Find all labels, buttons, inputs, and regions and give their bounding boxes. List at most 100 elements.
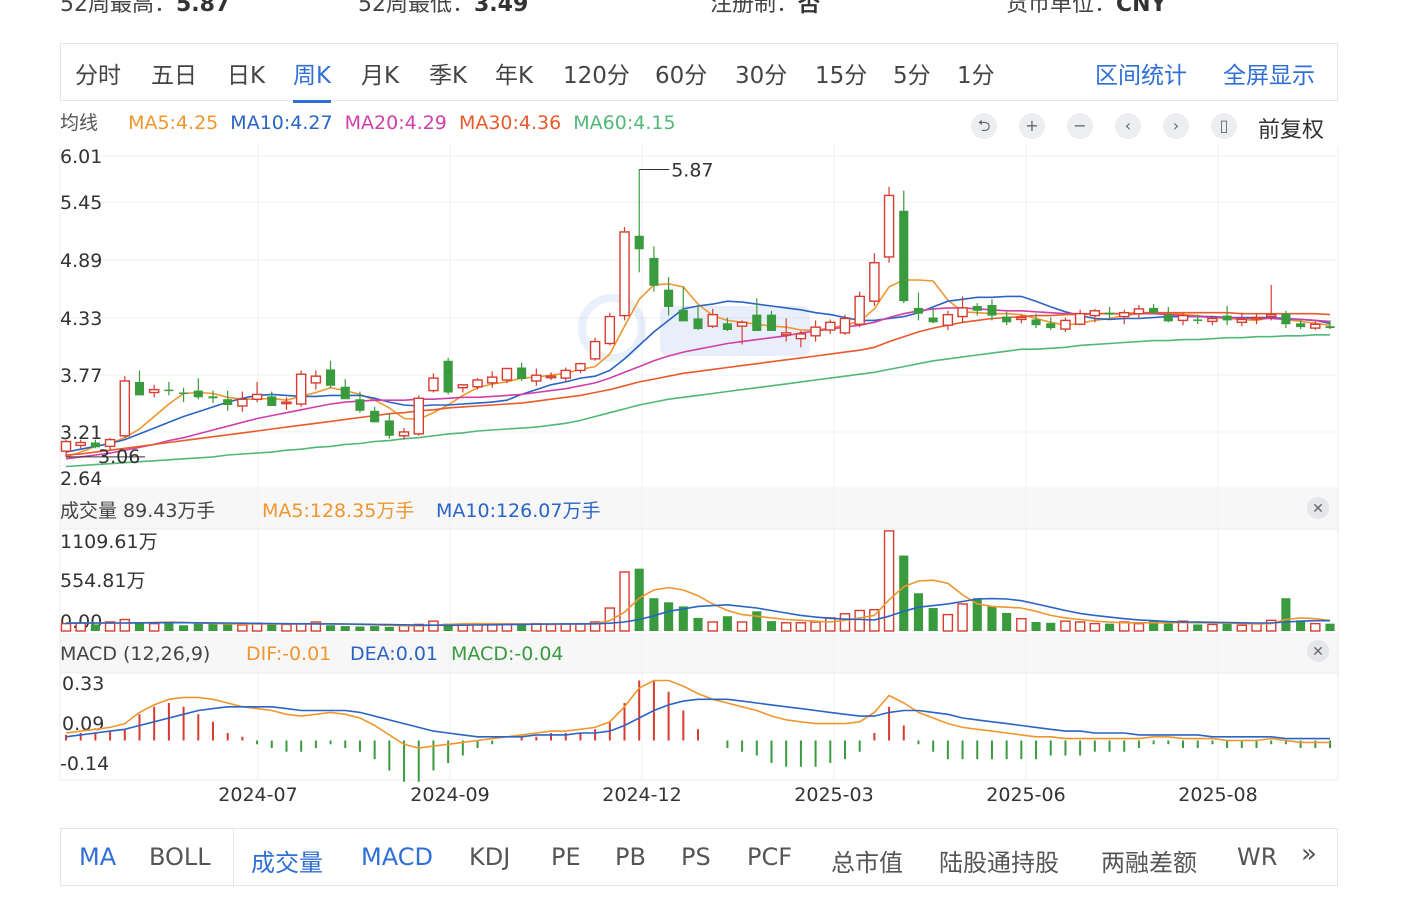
chevron-right-icon[interactable]: › (1163, 113, 1189, 139)
volume-bar (1193, 624, 1203, 631)
candle-body (134, 381, 145, 396)
macd-header-bg (60, 633, 1338, 673)
indicator-kdj[interactable]: KDJ (469, 843, 511, 871)
candle-body (148, 388, 160, 394)
volume-bar (795, 622, 807, 632)
price-tick: 3.21 (60, 422, 102, 444)
adjust-type-button[interactable]: 前复权 (1258, 118, 1325, 143)
indicator-boll[interactable]: BOLL (149, 843, 211, 871)
volume-bar (810, 621, 821, 632)
volume-bar (1163, 623, 1173, 631)
volume-bar (1281, 598, 1291, 631)
top-info-row: 52周最高：5.87 52周最低：3.49 注册制：否 货币单位：CNY (0, 0, 1416, 17)
volume-bar (1104, 623, 1115, 631)
indicator-northbound-holding[interactable]: 陆股通持股 (939, 849, 1059, 877)
volume-bar (1325, 623, 1335, 631)
candle-body (1207, 317, 1218, 323)
candle-body (1089, 310, 1101, 317)
volume-bar (619, 571, 630, 632)
volume-bar (1177, 620, 1189, 632)
period-tab-bar: 分时 五日 日K 周K 月K 季K 年K 120分 60分 30分 15分 5分… (60, 43, 1338, 103)
candle-body (1133, 308, 1145, 315)
tab-60min[interactable]: 60分 (655, 63, 708, 89)
ma-legend: 均线 MA5:4.25 MA10:4.27 MA20:4.29 MA30:4.3… (60, 108, 682, 136)
tab-five-day[interactable]: 五日 (151, 63, 197, 89)
volume-bar (517, 624, 527, 631)
tab-5min[interactable]: 5分 (893, 63, 931, 89)
candle-body (355, 399, 365, 411)
indicator-wr[interactable]: WR (1237, 843, 1278, 871)
indicator-ps[interactable]: PS (681, 843, 711, 871)
indicator-ma[interactable]: MA (79, 843, 117, 871)
candle-body (634, 235, 644, 250)
indicator-margin-balance[interactable]: 两融差额 (1101, 849, 1197, 877)
info-registration: 注册制：否 (710, 0, 821, 17)
volume-bar (604, 607, 616, 632)
candle-body (913, 307, 924, 314)
zoom-out-icon[interactable]: − (1067, 113, 1093, 139)
candle-body (972, 305, 982, 311)
candle-body (104, 438, 116, 448)
close-volume-icon[interactable]: ✕ (1307, 497, 1329, 519)
tab-15min[interactable]: 15分 (815, 63, 868, 89)
volume-bar (75, 622, 86, 632)
candle-body (766, 314, 777, 331)
candle-icon[interactable]: ▯ (1211, 113, 1237, 139)
tab-year-k[interactable]: 年K (495, 63, 534, 89)
x-tick: 2024-07 (218, 784, 297, 806)
candle-body (722, 323, 732, 331)
undo-icon[interactable]: ⮌ (971, 113, 997, 139)
indicator-pb[interactable]: PB (615, 843, 646, 871)
macd-tick: -0.14 (60, 753, 109, 775)
candle-body (928, 317, 938, 323)
candle-body (883, 194, 895, 258)
tab-day-k[interactable]: 日K (227, 63, 266, 89)
candle-body (649, 257, 659, 286)
macd-dea: DEA:0.01 (350, 643, 438, 665)
candle-body (1251, 316, 1262, 320)
ma30-value: MA30:4.36 (458, 112, 562, 134)
tab-minute[interactable]: 分时 (75, 63, 121, 89)
candle-body (179, 392, 189, 395)
candle-body (295, 373, 307, 405)
volume-header-bg (60, 489, 1338, 529)
price-tick: 4.33 (60, 308, 102, 330)
macd-plot (65, 679, 1331, 782)
ma20-value: MA20:4.29 (344, 112, 447, 134)
macd-legend-title: MACD (12,26,9) (60, 643, 210, 665)
price-tick: 4.89 (60, 250, 102, 272)
volume-bar (134, 622, 145, 631)
tab-quarter-k[interactable]: 季K (429, 63, 468, 89)
volume-bar (1310, 622, 1321, 632)
volume-bar (1265, 619, 1277, 632)
zoom-in-icon[interactable]: + (1019, 113, 1045, 139)
candle-body (604, 315, 616, 345)
indicator-pe[interactable]: PE (551, 843, 581, 871)
indicator-pcf[interactable]: PCF (747, 843, 793, 871)
close-macd-icon[interactable]: ✕ (1307, 640, 1329, 662)
tab-1min[interactable]: 1分 (957, 63, 995, 89)
volume-bar (310, 621, 322, 632)
fullscreen-link[interactable]: 全屏显示 (1223, 63, 1315, 89)
volume-bar (1060, 620, 1071, 632)
double-chevron-right-icon[interactable]: » (1301, 839, 1317, 869)
indicator-macd[interactable]: MACD (361, 843, 433, 871)
volume-bar (707, 621, 718, 632)
indicator-market-cap[interactable]: 总市值 (831, 849, 903, 877)
volume-bar (326, 625, 336, 631)
tab-week-k[interactable]: 周K (293, 56, 332, 103)
candle-body (486, 376, 498, 384)
chevron-left-icon[interactable]: ‹ (1115, 113, 1141, 139)
candle-body (1177, 314, 1189, 322)
interval-stats-link[interactable]: 区间统计 (1095, 63, 1187, 89)
tab-month-k[interactable]: 月K (361, 63, 400, 89)
volume-bar (972, 598, 982, 631)
candle-body (326, 369, 336, 386)
tab-120min[interactable]: 120分 (563, 63, 630, 89)
macd-value: MACD:-0.04 (451, 643, 564, 665)
tab-30min[interactable]: 30分 (735, 63, 788, 89)
candle-body (1031, 319, 1041, 326)
macd-tick: 0.33 (62, 673, 104, 695)
indicator-volume[interactable]: 成交量 (251, 849, 323, 877)
